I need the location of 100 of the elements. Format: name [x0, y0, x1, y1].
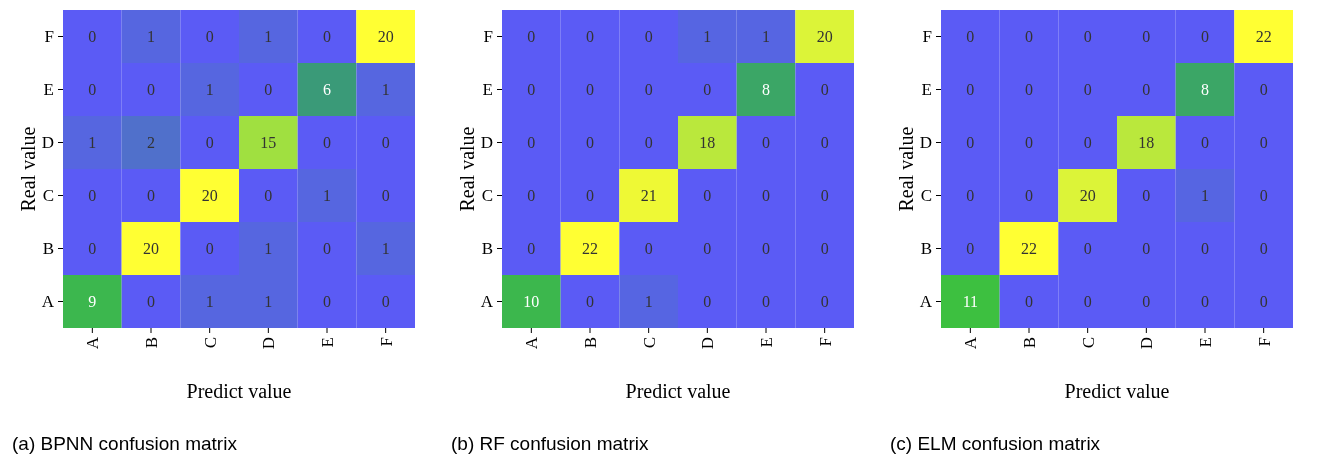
y-tick-label: F	[922, 27, 932, 47]
data-label: 0	[147, 81, 155, 99]
x-tick-label: D	[1137, 337, 1157, 350]
data-label: 20	[201, 187, 218, 205]
x-tick-label: F	[815, 337, 835, 347]
data-label: 1	[205, 81, 214, 99]
data-label: 0	[1025, 187, 1033, 205]
y-tick-label: F	[483, 27, 493, 47]
y-tick-label: D	[480, 133, 493, 153]
data-label: 0	[1142, 81, 1151, 99]
data-label: 0	[147, 187, 155, 205]
data-label: 21	[640, 187, 657, 205]
data-label: 0	[264, 187, 273, 205]
x-axis-title: Predict value	[1064, 380, 1170, 402]
y-tick-label: E	[482, 80, 493, 100]
data-label: 1	[147, 28, 155, 46]
data-label: 0	[527, 240, 536, 258]
data-label: 6	[323, 81, 331, 99]
text: (a) BPNN confusion matrix	[12, 433, 238, 454]
y-tick-label: D	[41, 133, 54, 153]
data-label: 0	[820, 240, 829, 258]
data-label: 0	[323, 28, 331, 46]
data-label: 22	[582, 240, 598, 258]
x-axis-title: Predict value	[625, 380, 731, 402]
data-label: 0	[1259, 293, 1268, 311]
data-label: 0	[820, 293, 829, 311]
data-label: 0	[323, 134, 331, 152]
x-tick-label: A	[961, 336, 981, 350]
data-label: 0	[703, 81, 712, 99]
data-label: 0	[527, 81, 536, 99]
x-tick-label: D	[259, 337, 279, 350]
data-label: 0	[966, 28, 975, 46]
data-label: 10	[523, 293, 540, 311]
x-tick-label: C	[639, 337, 659, 349]
data-label: 20	[143, 240, 159, 258]
data-label: 0	[527, 134, 536, 152]
data-label: 22	[1255, 28, 1272, 46]
data-label: 9	[88, 293, 97, 311]
data-label: 11	[962, 293, 979, 311]
data-label: 8	[1201, 81, 1209, 99]
data-label: 0	[762, 240, 770, 258]
data-label: 0	[88, 240, 97, 258]
data-label: 1	[88, 134, 97, 152]
y-axis-title: Real value	[895, 126, 917, 212]
data-label: 0	[1025, 293, 1033, 311]
data-label: 0	[1083, 134, 1092, 152]
data-label: 0	[323, 240, 331, 258]
y-tick-label: A	[919, 292, 933, 312]
data-label: 15	[260, 134, 277, 152]
data-label: 0	[966, 240, 975, 258]
data-label: 1	[381, 81, 390, 99]
x-tick-label: C	[200, 337, 220, 349]
x-tick-label: E	[756, 337, 776, 348]
data-label: 0	[381, 187, 390, 205]
data-label: 0	[88, 187, 97, 205]
data-label: 0	[147, 293, 155, 311]
data-label: 0	[586, 187, 594, 205]
data-label: 0	[966, 187, 975, 205]
data-label: 0	[1201, 28, 1209, 46]
data-label: 0	[586, 81, 594, 99]
data-label: 0	[820, 134, 829, 152]
data-label: 0	[1259, 187, 1268, 205]
data-label: 0	[1083, 81, 1092, 99]
data-label: 0	[264, 81, 273, 99]
y-tick-label: B	[42, 239, 54, 259]
data-label: 0	[586, 28, 594, 46]
data-label: 0	[88, 81, 97, 99]
data-label: 0	[1259, 134, 1268, 152]
data-label: 18	[699, 134, 716, 152]
data-label: 0	[381, 293, 390, 311]
y-axis-title: Real value	[17, 126, 39, 212]
y-tick-label: A	[41, 292, 55, 312]
x-tick-label: C	[1078, 337, 1098, 349]
text: (b) RF confusion matrix	[451, 433, 649, 454]
x-tick-label: B	[1019, 337, 1039, 349]
data-label: 0	[820, 187, 829, 205]
data-label: 0	[1083, 28, 1092, 46]
data-label: 1	[381, 240, 390, 258]
x-tick-label: F	[1254, 337, 1274, 347]
x-tick-label: A	[83, 336, 103, 350]
x-tick-label: E	[317, 337, 337, 348]
data-label: 0	[644, 81, 653, 99]
data-label: 0	[1142, 187, 1151, 205]
data-label: 0	[586, 293, 594, 311]
data-label: 0	[1025, 28, 1033, 46]
data-label: 0	[323, 293, 331, 311]
data-label: 1	[323, 187, 331, 205]
y-tick-label: D	[919, 133, 932, 153]
data-label: 0	[966, 81, 975, 99]
data-label: 20	[1079, 187, 1096, 205]
text: (c) ELM confusion matrix	[890, 433, 1101, 454]
data-label: 0	[644, 134, 653, 152]
data-label: 0	[1025, 81, 1033, 99]
data-label: 8	[762, 81, 770, 99]
data-label: 1	[205, 293, 214, 311]
y-tick-label: B	[481, 239, 493, 259]
data-label: 18	[1138, 134, 1155, 152]
data-label: 0	[703, 240, 712, 258]
data-label: 0	[205, 134, 214, 152]
data-label: 1	[264, 293, 273, 311]
